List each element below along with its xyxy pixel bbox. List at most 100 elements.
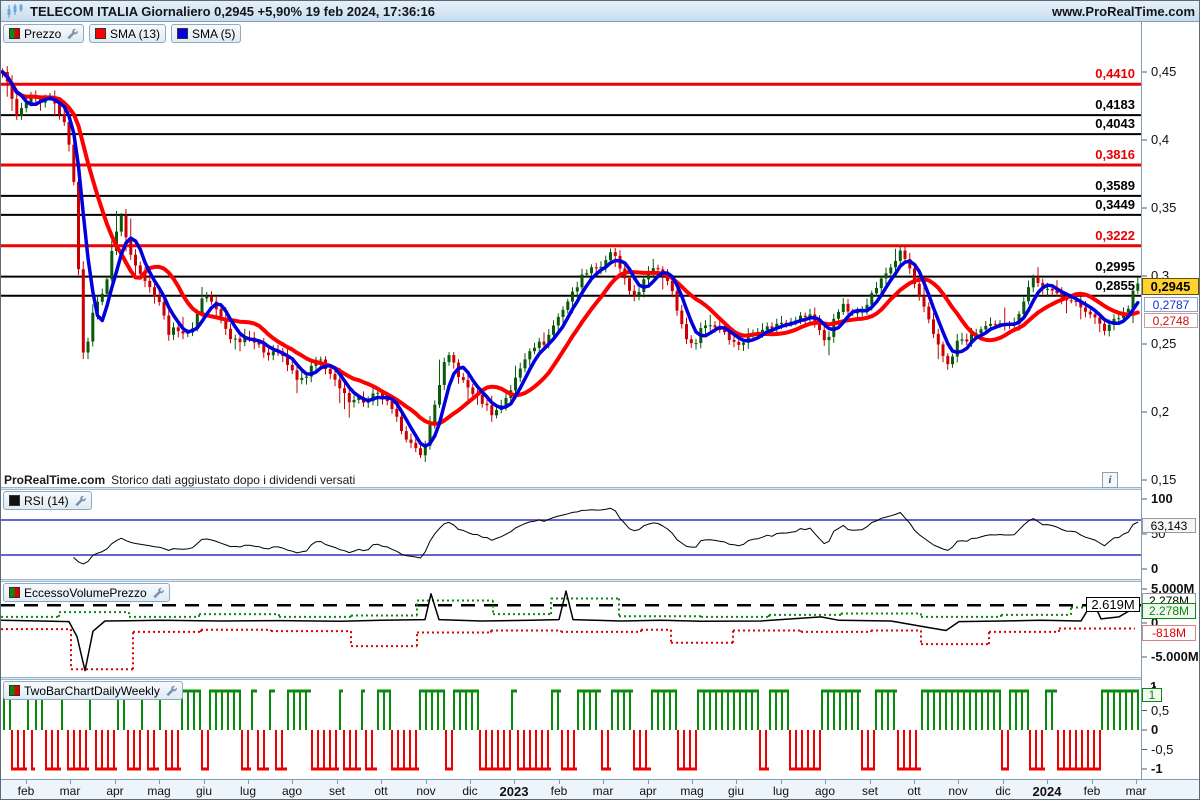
twobar-series	[3, 689, 1139, 771]
time-axis-month-label: mag	[147, 784, 171, 798]
twobar-indicator-button[interactable]: TwoBarChartDailyWeekly	[3, 681, 183, 700]
time-axis-month-label: mar	[1125, 784, 1147, 798]
time-axis-month-label: dic	[462, 784, 478, 798]
level-label: 0,2995	[1095, 259, 1135, 274]
time-axis-tick	[692, 780, 693, 784]
time-axis-tick	[1003, 780, 1004, 784]
sma13-line	[1, 70, 1140, 426]
candlestick-series	[1, 66, 1140, 462]
legend-sma5-label: SMA (5)	[192, 26, 236, 41]
time-axis-tick	[159, 780, 160, 784]
rsi-label: RSI (14)	[24, 493, 69, 508]
time-axis-tick	[825, 780, 826, 784]
time-axis-tick	[26, 780, 27, 784]
dashed-level-box: 2.619M	[1086, 597, 1140, 612]
time-axis-year-label: 2024	[1032, 784, 1062, 799]
axis-tick-label: -0,5	[1151, 742, 1174, 757]
twobar-value-box: 1	[1142, 688, 1162, 702]
time-axis-month-label: nov	[948, 784, 968, 798]
sma5-line	[1, 70, 1140, 449]
time-axis-month-label: feb	[550, 784, 568, 798]
title-bar: TELECOM ITALIA Giornaliero 0,2945 +5,90%…	[1, 1, 1199, 22]
axis-tick-label: -5.000M	[1151, 649, 1199, 664]
panel-separator[interactable]	[1, 487, 1141, 490]
time-axis-month-label: ago	[814, 784, 836, 798]
website-link[interactable]: www.ProRealTime.com	[1051, 4, 1195, 19]
time-axis-tick	[1092, 780, 1093, 784]
panel-separator[interactable]	[1, 579, 1141, 582]
price-swatch-icon	[9, 28, 20, 39]
axis-tick-label: 100	[1151, 491, 1173, 506]
footnote: ProRealTime.com Storico dati aggiustato d…	[4, 473, 355, 487]
footnote-text: Storico dati aggiustato dopo i dividendi…	[111, 473, 356, 487]
time-axis-month-label: nov	[416, 784, 436, 798]
twobar-label: TwoBarChartDailyWeekly	[24, 683, 160, 698]
volume-label: EccessoVolumePrezzo	[24, 585, 147, 600]
time-axis-tick	[914, 780, 915, 784]
sma5-value-box: 0,2787	[1144, 297, 1198, 312]
legend-sma13-button[interactable]: SMA (13)	[89, 24, 167, 43]
legend-sma5-button[interactable]: SMA (5)	[171, 24, 242, 43]
time-axis-month-label: mag	[680, 784, 704, 798]
axis-tick-label: 0,4	[1151, 132, 1170, 147]
chart-title: TELECOM ITALIA Giornaliero 0,2945 +5,90%…	[30, 3, 435, 19]
time-axis-month-label: ott	[374, 784, 388, 798]
price-axis-border	[1141, 22, 1142, 799]
sma13-swatch-icon	[95, 28, 106, 39]
time-axis-month-label: giu	[727, 784, 745, 798]
time-axis-month-label: mar	[592, 784, 614, 798]
time-axis-month-label: mar	[59, 784, 81, 798]
time-axis-tick	[603, 780, 604, 784]
volume-indicator-button[interactable]: EccessoVolumePrezzo	[3, 583, 170, 602]
wrench-icon[interactable]	[73, 494, 86, 507]
time-axis-month-label: set	[861, 784, 879, 798]
sma13-value-box: 0,2748	[1144, 313, 1198, 328]
time-axis-tick	[204, 780, 205, 784]
time-axis-year-label: 2023	[499, 784, 529, 799]
time-axis-tick	[781, 780, 782, 784]
info-icon[interactable]: i	[1102, 472, 1118, 488]
legend-price-label: Prezzo	[24, 26, 62, 41]
level-label: 0,4043	[1095, 116, 1135, 131]
time-axis-tick	[1047, 780, 1048, 784]
level-label: 0,2855	[1095, 278, 1135, 293]
axis-tick-label: 0,2	[1151, 404, 1170, 419]
rsi-line	[73, 507, 1139, 565]
time-axis-tick	[115, 780, 116, 784]
time-axis-month-label: apr	[639, 784, 657, 798]
time-axis-month-label: giu	[195, 784, 213, 798]
panel-separator[interactable]	[1, 677, 1141, 680]
sma5-swatch-icon	[177, 28, 188, 39]
time-axis-tick	[337, 780, 338, 784]
wrench-icon[interactable]	[65, 27, 79, 40]
level-label: 0,3816	[1095, 147, 1135, 162]
rsi-value-box: 63,143	[1142, 518, 1196, 533]
volume-green-value-box: 2.278M	[1142, 603, 1196, 619]
legend-sma13-label: SMA (13)	[110, 26, 161, 41]
time-axis-tick	[958, 780, 959, 784]
volume-swatch-icon	[9, 587, 20, 598]
axis-tick-label: 0,15	[1151, 472, 1177, 487]
time-axis[interactable]: feb mar apr mag giu lug ago set ott nov dic 2023 feb…	[1, 779, 1199, 799]
time-axis-tick	[870, 780, 871, 784]
axis-tick-label: 5.000M	[1151, 581, 1195, 596]
time-axis-month-label: apr	[106, 784, 124, 798]
axis-tick-label: 0,45	[1151, 64, 1177, 79]
axis-tick-label: 0,5	[1151, 703, 1170, 718]
wrench-icon[interactable]	[164, 684, 177, 697]
rsi-indicator-button[interactable]: RSI (14)	[3, 491, 92, 510]
axis-tick-label: -1	[1151, 761, 1163, 776]
wrench-icon[interactable]	[151, 586, 164, 599]
app-logo-icon	[6, 3, 24, 19]
time-axis-month-label: lug	[239, 784, 257, 798]
level-label: 0,4183	[1095, 97, 1135, 112]
axis-tick-label: 0	[1151, 722, 1159, 737]
twobar-swatch-icon	[9, 685, 20, 696]
legend-price-button[interactable]: Prezzo	[3, 24, 85, 43]
volume-black-line	[1, 590, 1136, 672]
level-label: 0,4410	[1095, 66, 1135, 81]
time-axis-month-label: dic	[995, 784, 1011, 798]
axis-tick-label: 0	[1151, 561, 1159, 576]
time-axis-month-label: set	[328, 784, 346, 798]
